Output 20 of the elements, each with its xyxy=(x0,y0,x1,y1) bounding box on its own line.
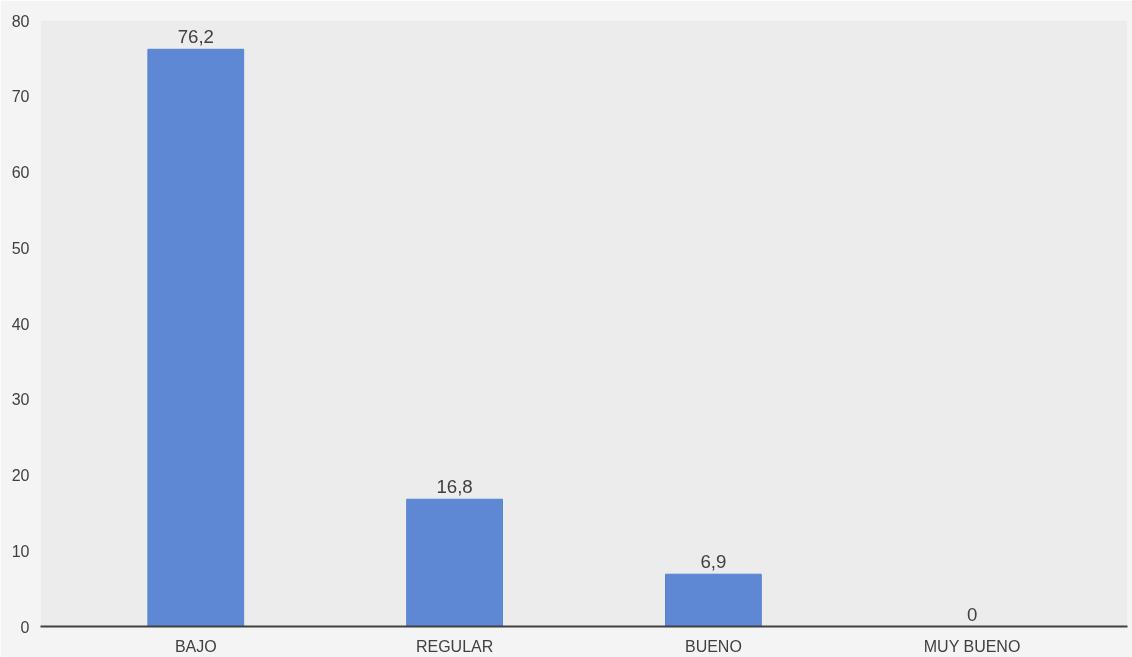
x-tick-label: REGULAR xyxy=(415,637,494,655)
data-label: 0 xyxy=(967,603,978,625)
x-tick-label: BUENO xyxy=(684,637,742,655)
y-tick-label: 70 xyxy=(11,88,30,106)
data-label: 6,9 xyxy=(700,551,727,573)
data-label: 16,8 xyxy=(436,476,473,498)
y-tick-label: 0 xyxy=(20,618,30,636)
bar xyxy=(147,48,245,627)
y-tick-label: 40 xyxy=(11,315,30,333)
y-tick-label: 60 xyxy=(11,164,30,181)
y-tick-label: 80 xyxy=(11,12,30,30)
data-label: 76,2 xyxy=(177,26,214,48)
bar xyxy=(665,573,762,627)
y-tick-label: 50 xyxy=(11,239,30,257)
y-tick-label: 30 xyxy=(11,391,30,409)
y-tick-label: 20 xyxy=(11,467,30,484)
y-tick-label: 10 xyxy=(11,542,30,560)
x-tick-label: BAJO xyxy=(174,637,217,655)
bar xyxy=(406,498,503,627)
x-tick-label: MUY BUENO xyxy=(923,637,1021,655)
